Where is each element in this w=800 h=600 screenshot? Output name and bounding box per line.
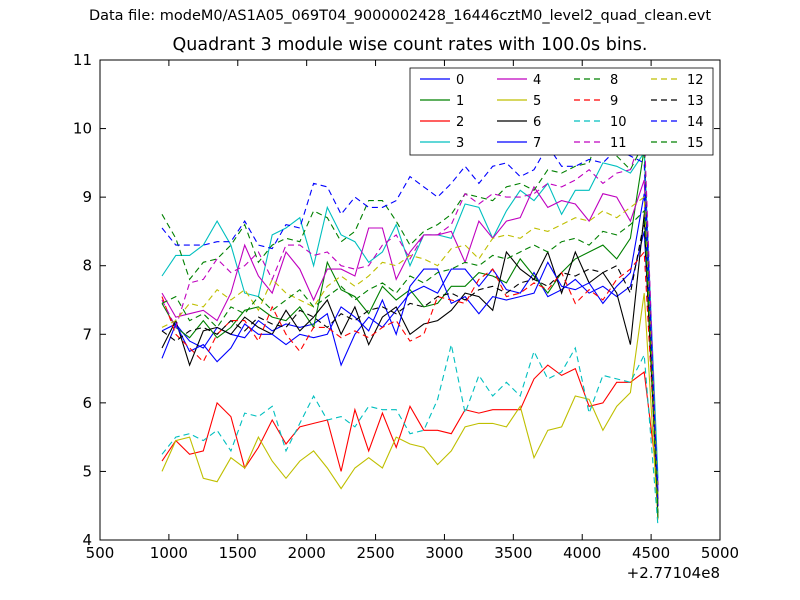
x-axis: 500 1000 1500 2000 2500 3000 3500 4000 4500 5000 — [86, 60, 739, 562]
series-line-11 — [161, 128, 659, 506]
series-line-0 — [161, 231, 659, 486]
legend-label-13: 13 — [687, 94, 704, 109]
series-line-1 — [161, 149, 659, 506]
y-tick-label: 7 — [82, 325, 92, 343]
x-tick-label: 1500 — [219, 544, 257, 562]
x-tick-label: 2000 — [288, 544, 326, 562]
legend-label-0: 0 — [456, 73, 464, 88]
chart-title: Quadrant 3 module wise count rates with … — [172, 35, 648, 55]
y-tick-label: 9 — [82, 188, 92, 206]
legend-label-14: 14 — [687, 115, 704, 130]
y-tick-label: 10 — [73, 120, 92, 138]
legend-label-7: 7 — [533, 136, 541, 151]
y-tick-label: 4 — [82, 531, 92, 549]
legend-label-2: 2 — [456, 115, 464, 130]
legend-label-10: 10 — [610, 115, 627, 130]
series-line-9 — [161, 250, 659, 499]
x-tick-label: 5000 — [701, 544, 739, 562]
legend-label-1: 1 — [456, 94, 464, 109]
y-tick-label: 5 — [82, 462, 92, 480]
x-tick-label: 3500 — [494, 544, 532, 562]
x-offset-label: +2.77104e8 — [627, 564, 720, 582]
legend-label-5: 5 — [533, 94, 541, 109]
legend-label-12: 12 — [687, 73, 704, 88]
series-line-3 — [161, 150, 659, 479]
series-line-8 — [161, 120, 659, 520]
legend-label-15: 15 — [687, 136, 704, 151]
x-tick-label: 3000 — [425, 544, 463, 562]
y-tick-label: 8 — [82, 257, 92, 275]
legend-label-11: 11 — [610, 136, 627, 151]
series-line-14 — [161, 144, 659, 506]
series-line-10 — [161, 344, 659, 527]
legend-box — [409, 67, 714, 156]
series-line-5 — [161, 293, 659, 520]
series-line-13 — [161, 220, 659, 513]
legend-label-4: 4 — [533, 73, 541, 88]
legend-label-9: 9 — [610, 94, 618, 109]
plot-frame — [99, 59, 721, 541]
x-tick-label: 1000 — [150, 544, 188, 562]
series-line-2 — [161, 364, 659, 486]
chart-subtitle: Data file: modeM0/AS1A05_069T04_90000024… — [88, 8, 712, 24]
x-tick-label: 4500 — [632, 544, 670, 562]
x-tick-label: 2500 — [356, 544, 394, 562]
x-tick-label: 4000 — [563, 544, 601, 562]
series-line-15 — [161, 209, 659, 513]
series-line-12 — [161, 196, 659, 499]
legend-label-8: 8 — [610, 73, 618, 88]
legend-label-6: 6 — [533, 115, 541, 130]
y-tick-label: 11 — [73, 51, 92, 69]
y-tick-label: 6 — [82, 394, 92, 412]
x-tick-label: 500 — [86, 544, 115, 562]
series-line-6 — [161, 214, 659, 499]
plot-lines — [161, 120, 659, 527]
legend-label-3: 3 — [456, 136, 464, 151]
series-line-4 — [161, 179, 659, 520]
series-line-7 — [161, 193, 659, 493]
